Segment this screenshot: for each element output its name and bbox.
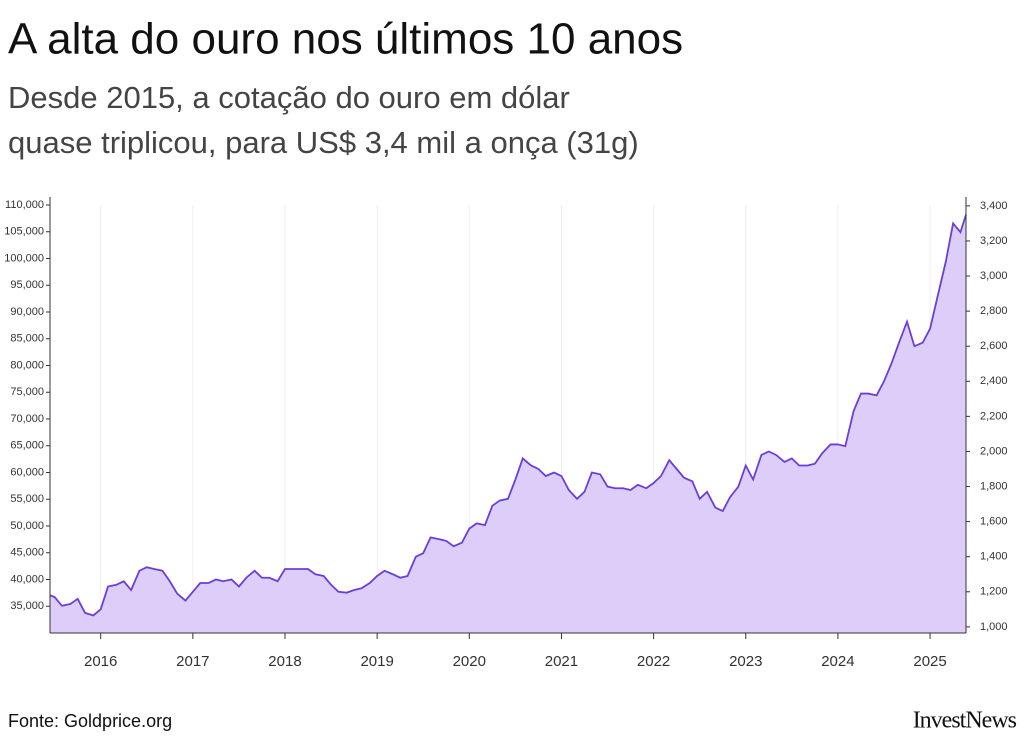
y-tick-label: 60,000	[10, 466, 44, 478]
y2-tick-label: 3,000	[980, 270, 1008, 282]
x-tick-label: 2025	[913, 653, 946, 670]
x-tick-label: 2020	[453, 653, 486, 670]
source: Fonte: Goldprice.org	[8, 711, 172, 731]
x-tick-label: 2022	[637, 653, 670, 670]
x-tick-label: 2021	[545, 653, 578, 670]
y-tick-label: 35,000	[10, 600, 44, 612]
y-tick-label: 105,000	[4, 226, 44, 238]
y2-tick-label: 1,200	[980, 586, 1008, 598]
y2-tick-label: 1,600	[980, 516, 1008, 528]
x-tick-label: 2024	[821, 653, 854, 670]
chart-subtitle: quase triplicou, para US$ 3,4 mil a onça…	[8, 125, 639, 160]
y2-tick-label: 2,400	[980, 375, 1008, 387]
y-tick-label: 55,000	[10, 493, 44, 505]
chart-subtitle: Desde 2015, a cotação do ouro em dólar	[8, 80, 570, 115]
x-tick-label: 2019	[360, 653, 393, 670]
y2-tick-label: 2,800	[980, 305, 1008, 317]
x-tick-label: 2017	[176, 653, 209, 670]
y-tick-label: 80,000	[10, 359, 44, 371]
y2-tick-label: 3,200	[980, 235, 1008, 247]
y2-tick-label: 1,400	[980, 551, 1008, 563]
y-tick-label: 95,000	[10, 279, 44, 291]
x-tick-label: 2023	[729, 653, 762, 670]
x-tick-label: 2018	[268, 653, 301, 670]
y-tick-label: 75,000	[10, 386, 44, 398]
y-tick-label: 85,000	[10, 333, 44, 345]
y-tick-label: 40,000	[10, 573, 44, 585]
y-tick-label: 45,000	[10, 547, 44, 559]
y-tick-label: 100,000	[4, 252, 44, 264]
y-tick-label: 90,000	[10, 306, 44, 318]
line	[49, 214, 967, 617]
y2-tick-label: 2,000	[980, 445, 1008, 457]
brand-logo: InvestNews	[913, 708, 1017, 734]
y-tick-label: 110,000	[5, 199, 44, 211]
y2-tick-label: 1,800	[980, 480, 1008, 492]
y2-tick-label: 3,400	[980, 200, 1008, 212]
chart-title: A alta do ouro nos últimos 10 anos	[8, 15, 683, 64]
x-tick-label: 2016	[84, 653, 117, 670]
y-tick-label: 65,000	[10, 440, 44, 452]
y-tick-label: 70,000	[10, 413, 44, 425]
y2-tick-label: 2,200	[980, 410, 1008, 422]
y-tick-label: 50,000	[10, 520, 44, 532]
y2-tick-label: 1,000	[980, 621, 1008, 633]
area-fill	[50, 214, 966, 634]
y2-tick-label: 2,600	[980, 340, 1008, 352]
